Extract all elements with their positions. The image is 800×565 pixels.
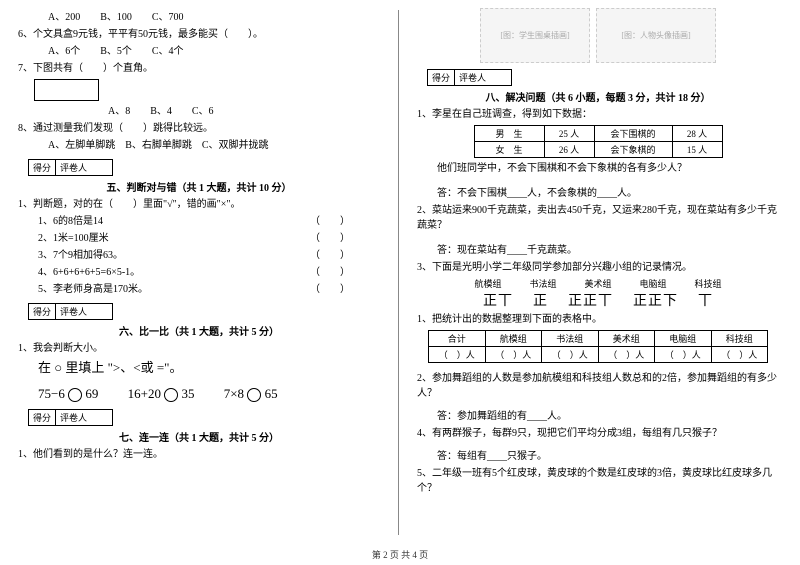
s8-a2: 答：现在菜站有____千克蔬菜。	[417, 243, 779, 258]
q8-opts: A、左脚单脚跳 B、右脚单脚跳 C、双脚并拢跳	[18, 138, 380, 153]
s8-q2: 2、菜站运来900千克蔬菜，卖出去450千克，又运来280千克，现在菜站有多少千…	[417, 203, 779, 233]
s8-q4: 4、有两群猴子，每群9只，现把它们平均分成3组，每组有几只猴子？	[417, 426, 779, 441]
q6-opts: A、6个 B、5个 C、4个	[18, 44, 380, 59]
grader-label: 评卷人	[56, 410, 91, 425]
s8-a3: 答：参加舞蹈组的有____人。	[417, 409, 779, 424]
section-5-title: 五、判断对与错（共 1 大题，共计 10 分）	[18, 179, 380, 194]
score-box: 得分 评卷人	[28, 303, 113, 320]
page: A、200 B、100 C、700 6、个文具盒9元钱，平平有50元钱，最多能买…	[0, 0, 800, 545]
circle-blank	[247, 388, 261, 402]
s6-compare-row: 75−6 69 16+20 35 7×8 65	[18, 384, 380, 404]
score-label: 得分	[428, 70, 455, 85]
s8-a1: 答：不会下围棋____人，不会象棋的____人。	[417, 186, 779, 201]
table-1: 男 生25 人会下围棋的28 人 女 生26 人会下象棋的15 人	[474, 125, 723, 158]
s8-a4: 答：每组有____只猴子。	[417, 449, 779, 464]
q8: 8、通过测量我们发现（ ）跳得比较远。	[18, 121, 380, 136]
s8-q1b: 他们班同学中，不会下围棋和不会下象棋的各有多少人？	[417, 161, 779, 176]
q7-opts: A、8 B、4 C、6	[18, 104, 380, 119]
q6: 6、个文具盒9元钱，平平有50元钱，最多能买（ ）。	[18, 27, 380, 42]
s5-i1: 1、6的8倍是14（ ）	[18, 214, 380, 229]
right-column: [图：学生围桌插画] [图：人物头像插画] 得分 评卷人 八、解决问题（共 6 …	[399, 0, 797, 545]
s6-hint: 在 ○ 里填上 ">、<或 ="。	[18, 358, 380, 378]
group-row: 航模组书法组美术组电脑组科技组	[417, 277, 779, 290]
score-label: 得分	[29, 410, 56, 425]
illustration-2: [图：人物头像插画]	[596, 8, 716, 63]
table-2: 合计航模组书法组美术组电脑组科技组 （ ）人（ ）人（ ）人（ ）人（ ）人（ …	[428, 330, 768, 363]
s8-q3: 3、下面是光明小学二年级同学参加部分兴趣小组的记录情况。	[417, 260, 779, 275]
tally-row: 正丅正正正丅正正下丅	[417, 290, 779, 310]
q7: 7、下图共有（ ）个直角。	[18, 61, 380, 76]
s5-i3: 3、7个9相加得63。（ ）	[18, 248, 380, 263]
s8-q1: 1、李星在自己班调查，得到如下数据：	[417, 107, 779, 122]
circle-blank	[68, 388, 82, 402]
section-8-title: 八、解决问题（共 6 小题，每题 3 分，共计 18 分）	[417, 89, 779, 104]
circle-blank	[164, 388, 178, 402]
s5-i2: 2、1米=100厘米（ ）	[18, 231, 380, 246]
opt-text: A、200 B、100 C、700	[18, 10, 380, 25]
s5-i4: 4、6+6+6+6+5=6×5-1。（ ）	[18, 265, 380, 280]
score-box: 得分 评卷人	[427, 69, 512, 86]
left-column: A、200 B、100 C、700 6、个文具盒9元钱，平平有50元钱，最多能买…	[0, 0, 398, 545]
s6-q1: 1、我会判断大小。	[18, 341, 380, 356]
section-6-title: 六、比一比（共 1 大题，共计 5 分）	[18, 323, 380, 338]
section-7-title: 七、连一连（共 1 大题，共计 5 分）	[18, 429, 380, 444]
score-box: 得分 评卷人	[28, 159, 113, 176]
s5-i5: 5、李老师身高是170米。（ ）	[18, 282, 380, 297]
s8-q3c: 2、参加舞蹈组的人数是参加航模组和科技组人数总和的2倍，参加舞蹈组的有多少人？	[417, 371, 779, 401]
grader-label: 评卷人	[455, 70, 490, 85]
s8-q3b: 1、把统计出的数据整理到下面的表格中。	[417, 312, 779, 327]
s7-q1: 1、他们看到的是什么？连一连。	[18, 447, 380, 462]
rectangle-shape	[34, 79, 99, 101]
grader-label: 评卷人	[56, 304, 91, 319]
grader-label: 评卷人	[56, 160, 91, 175]
s8-q5: 5、二年级一班有5个红皮球，黄皮球的个数是红皮球的3倍，黄皮球比红皮球多几个？	[417, 466, 779, 496]
score-box: 得分 评卷人	[28, 409, 113, 426]
image-row: [图：学生围桌插画] [图：人物头像插画]	[417, 8, 779, 63]
page-footer: 第 2 页 共 4 页	[0, 548, 800, 561]
score-label: 得分	[29, 160, 56, 175]
score-label: 得分	[29, 304, 56, 319]
s5-q1: 1、判断题，对的在（ ）里面"√"，错的画"×"。	[18, 197, 380, 212]
illustration-1: [图：学生围桌插画]	[480, 8, 590, 63]
